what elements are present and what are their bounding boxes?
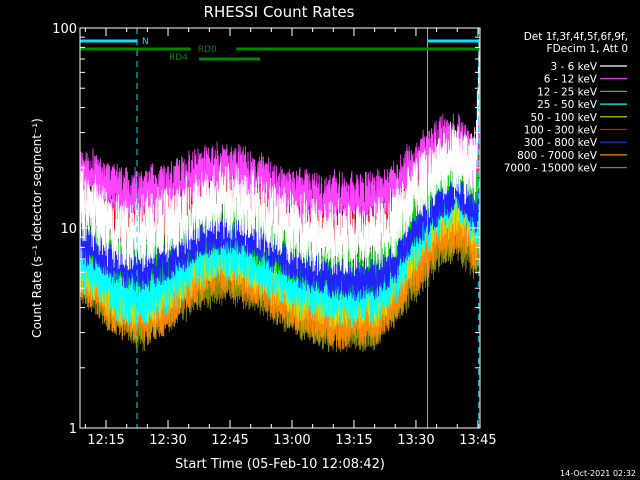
legend-entry-6: 300 - 800 keV [524, 137, 598, 149]
legend-entry-8: 7000 - 15000 keV [504, 163, 598, 175]
x-axis-label: Start Time (05-Feb-10 12:08:42) [175, 457, 385, 472]
legend-entry-3: 25 - 50 keV [537, 99, 598, 111]
y-axis-label: Count Rate (s⁻¹ detector segment⁻¹) [30, 118, 44, 338]
decimation-rd0-label: RD0 [198, 45, 217, 55]
legend-entry-5: 100 - 300 keV [524, 125, 598, 137]
footer-timestamp: 14-Oct-2021 02:32 [560, 469, 636, 478]
x-tick-label-0: 12:15 [87, 433, 124, 448]
x-tick-label-6: 13:45 [459, 433, 496, 448]
decimation-rd0-label-gap [190, 44, 237, 54]
legend-header-1: FDecim 1, Att 0 [547, 43, 628, 55]
series-layer [79, 40, 480, 353]
chart-title: RHESSI Count Rates [204, 3, 355, 21]
legend-entry-7: 800 - 7000 keV [517, 150, 598, 162]
attenuator-label: N [142, 37, 149, 47]
x-tick-label-1: 12:30 [149, 433, 186, 448]
legend-entry-0: 3 - 6 keV [550, 61, 597, 73]
legend: Det 1f,3f,4f,5f,6f,9f,FDecim 1, Att 0 3 -… [504, 31, 628, 175]
y-tick-label-2: 100 [52, 22, 77, 37]
decimation-rd4-label: RD4 [169, 53, 188, 63]
x-tick-label-5: 13:30 [397, 433, 434, 448]
legend-entry-1: 6 - 12 keV [544, 74, 598, 86]
legend-entry-4: 50 - 100 keV [530, 112, 597, 124]
x-tick-label-2: 12:45 [211, 433, 248, 448]
y-tick-label-1: 10 [60, 222, 77, 237]
y-axis-ticks: 1 10 100 [52, 22, 480, 437]
y-tick-label-0: 1 [69, 422, 77, 437]
series-line-0 [79, 40, 480, 277]
legend-header-0: Det 1f,3f,4f,5f,6f,9f, [524, 31, 628, 43]
x-tick-label-4: 13:15 [335, 433, 372, 448]
x-axis-ticks: 12:15 12:30 12:45 13:00 13:15 13:30 13:45 [84, 28, 497, 448]
series-line-6 [79, 175, 480, 303]
x-tick-label-3: 13:00 [273, 433, 310, 448]
legend-entry-2: 12 - 25 keV [537, 86, 598, 98]
